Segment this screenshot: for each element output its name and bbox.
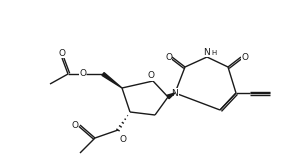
Text: N: N — [172, 89, 178, 97]
Polygon shape — [167, 93, 175, 99]
Text: O: O — [165, 52, 172, 61]
Text: O: O — [119, 135, 126, 144]
Text: H: H — [211, 50, 217, 56]
Text: O: O — [147, 72, 154, 80]
Text: N: N — [204, 48, 210, 57]
Text: O: O — [79, 70, 86, 78]
Text: O: O — [58, 49, 65, 58]
Text: O: O — [71, 120, 78, 130]
Text: O: O — [241, 52, 248, 61]
Polygon shape — [102, 73, 122, 88]
